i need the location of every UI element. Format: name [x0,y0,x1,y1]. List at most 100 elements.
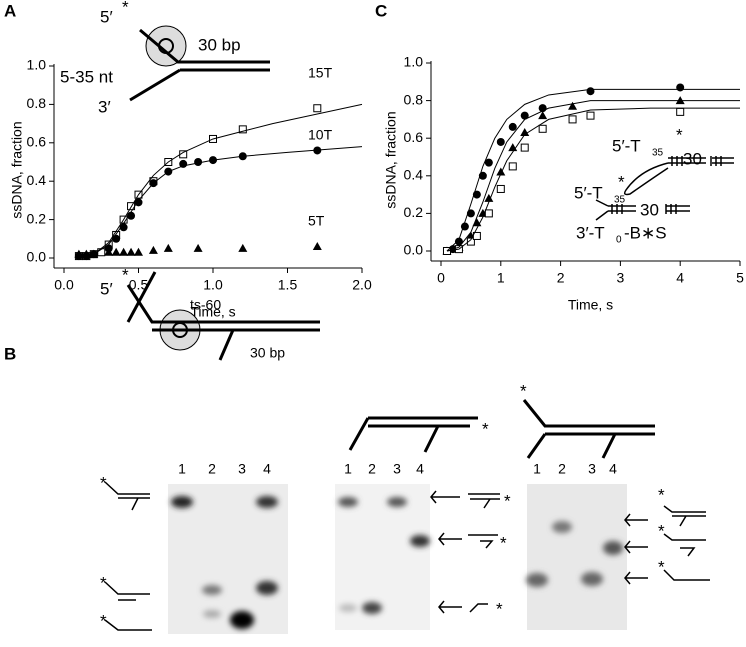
point [466,237,475,246]
point [676,83,685,92]
point [148,245,158,254]
point [496,137,505,146]
y-tick-label: 0.2 [404,204,424,220]
lane-number: 3 [393,461,401,477]
y-tick-label: 0.0 [27,249,47,265]
asterisk: * [496,599,503,618]
panel-label: B [4,344,16,363]
point [126,247,136,256]
y-axis-label: ssDNA, fraction [9,121,25,218]
point [127,211,136,220]
point [238,243,248,252]
gel [527,484,627,630]
point [586,87,595,96]
annotation: 30 [683,149,702,168]
enzyme [145,25,187,67]
duplex [608,204,690,214]
y-tick-label: 1.0 [27,57,47,73]
asterisk: * [100,573,107,592]
x-tick-label: 2.0 [352,277,372,293]
strand [126,284,320,361]
fit-line [446,100,740,252]
y-tick-label: 0.0 [404,242,424,258]
strand [139,28,270,64]
gel-icons [104,481,710,631]
point [104,247,114,256]
strand [522,399,655,459]
point [484,193,494,202]
fit-line [446,107,740,252]
lane-number: 3 [238,461,246,477]
point [520,128,530,137]
lane-number: 1 [344,461,352,477]
fit-line [446,88,740,252]
point [194,158,203,166]
annotation: 5-35 nt [60,67,113,86]
point [119,223,128,232]
point [538,111,548,120]
series-label: 5T [308,213,325,229]
point [119,247,129,256]
point [676,107,685,116]
point [520,111,529,120]
point [163,243,173,252]
point [134,247,143,256]
point [520,143,529,152]
gels [168,484,627,634]
diagram-label: ts-60 [190,297,221,313]
gel [168,484,288,634]
fit-line [93,103,363,255]
point [74,249,84,258]
x-tick-label: 1 [497,270,505,286]
schematic-a [129,25,270,102]
panel-label: A [4,1,16,20]
y-axis-label: ssDNA, fraction [383,111,399,208]
asterisk: * [658,485,665,504]
schematic-c [595,156,734,221]
point [313,104,322,113]
annotation: 3′ [98,97,111,116]
point [568,115,577,124]
y-tick-label: 0.4 [404,167,424,183]
diagram-label: 5′ [100,279,113,298]
annotation: 0 [616,235,622,246]
asterisk: * [100,611,107,630]
loop [623,162,669,196]
annotation: 35 [652,148,664,159]
point [238,125,247,134]
y-tick-label: 0.8 [404,91,424,107]
x-tick-label: 3 [617,270,625,286]
x-axis-label: Time, s [190,304,235,320]
x-tick-label: 0 [437,270,445,286]
point [193,243,203,252]
x-tick-label: 0.5 [129,277,149,293]
point [496,167,506,176]
x-tick-label: 1.5 [278,277,298,293]
x-tick-label: 4 [676,270,684,286]
strand [126,271,157,323]
x-tick-label: 5 [736,270,744,286]
panel-label: C [375,1,387,20]
point [111,247,121,256]
fit-line [93,146,363,255]
series-label: 10T [308,127,333,143]
annotation: * [122,0,129,16]
point [484,209,493,218]
annotation: 30 [640,200,659,219]
strand [129,68,270,102]
annotation: 5′ [100,7,113,26]
annotation: 3′-T [576,223,605,242]
y-tick-label: 1.0 [404,54,424,70]
lane-number: 1 [178,461,186,477]
y-tick-label: 0.4 [27,172,47,188]
asterisk: * [100,473,107,492]
x-tick-label: 2 [557,270,565,286]
annotation: 5′-T [574,183,603,202]
annotation: 35 [614,195,626,206]
lane-number: 4 [263,461,271,477]
duplex [668,156,734,166]
y-tick-label: 0.8 [27,95,47,111]
lane-number: 4 [416,461,424,477]
asterisk: * [500,533,507,552]
